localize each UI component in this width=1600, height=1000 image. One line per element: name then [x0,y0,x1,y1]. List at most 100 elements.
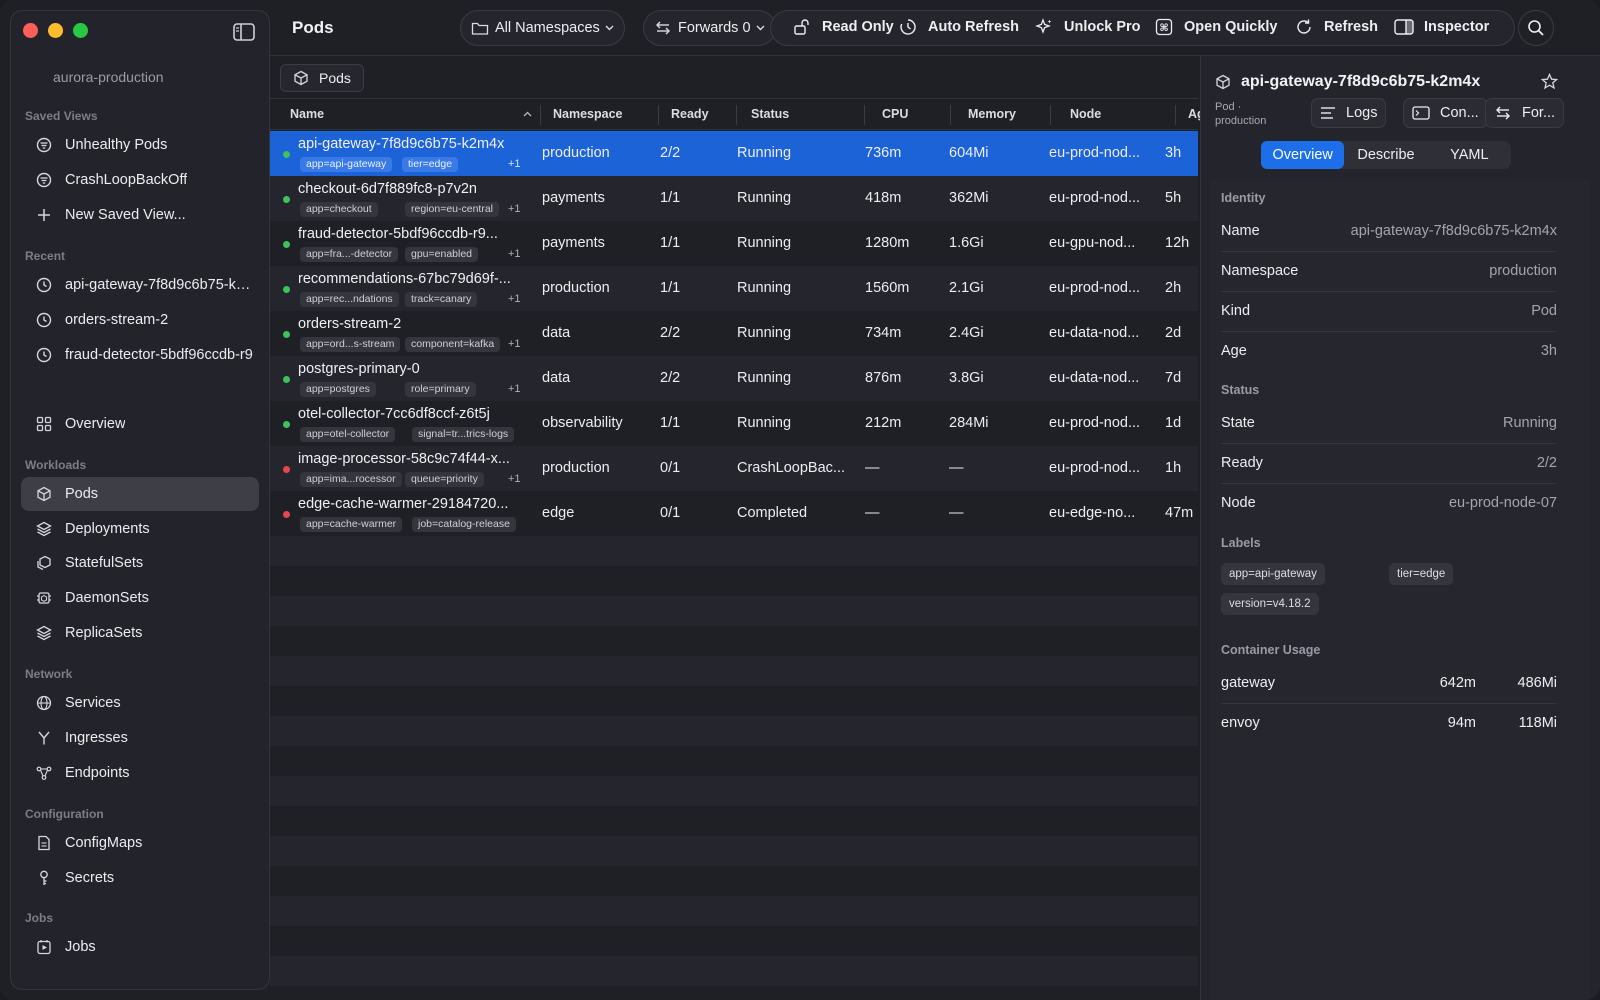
clock-icon [35,346,53,364]
star-icon[interactable] [1540,72,1559,93]
label-chip: role=primary [405,382,476,397]
tab-overview[interactable]: Overview [1261,141,1345,169]
section-workloads: Workloads [25,458,87,472]
more-labels-count: +1 [508,203,521,215]
table-row[interactable]: image-processor-58c9c74f44-x... app=ima.… [270,446,1198,491]
column-header-node[interactable]: Node [1070,107,1102,121]
search-icon [1527,19,1545,37]
table-row[interactable]: edge-cache-warmer-29184720... app=cache-… [270,491,1198,536]
sidebar-item-pods[interactable]: Pods [21,477,259,511]
label-chip: app=ima...rocessor [300,472,402,487]
column-header-memory[interactable]: Memory [968,107,1016,121]
logs-button[interactable]: Logs [1311,98,1387,128]
table-row[interactable]: checkout-6d7f889fc8-p7v2n app=checkout r… [270,176,1198,221]
chip-icon [35,589,53,607]
sidebar-item-jobs[interactable]: Jobs [21,930,259,964]
new-saved-view-button[interactable]: New Saved View... [21,198,259,232]
saved-view-unhealthy-pods[interactable]: Unhealthy Pods [21,128,259,162]
sidebar-item-ingresses[interactable]: Ingresses [21,721,259,755]
open-quickly-button[interactable]: ⌘ Open Quickly [1154,17,1277,37]
container-usage-row: gateway 642m 486Mi [1221,664,1557,704]
sidebar-toggle-icon[interactable] [233,23,257,43]
fork-icon [35,729,53,747]
port-forwards-selector[interactable]: Forwards 0 [643,10,776,46]
column-header-status[interactable]: Status [751,107,790,121]
label-chip: gpu=enabled [405,247,479,262]
sidebar-item-endpoints[interactable]: Endpoints [21,756,259,790]
namespace-selector[interactable]: All Namespaces [460,10,625,46]
label-chip: component=kafka [405,337,501,352]
inspector-tabs: Overview Describe YAML [1261,141,1511,169]
table-row[interactable]: postgres-primary-0 app=postgres role=pri… [270,356,1198,401]
more-labels-count: +1 [508,158,521,170]
identity-row: Name api-gateway-7f8d9c6b75-k2m4x [1221,212,1557,252]
globe-icon [35,694,53,712]
recent-item[interactable]: api-gateway-7f8d9c6b75-k2m4x [21,268,259,302]
health-dot [283,196,290,203]
sidebar-item-services[interactable]: Services [21,686,259,720]
zoom-window-button[interactable] [73,23,88,38]
sidebar-item-replicasets[interactable]: ReplicaSets [21,616,259,650]
sparkle-icon [1034,17,1054,37]
column-header-cpu[interactable]: CPU [882,107,909,121]
table-row[interactable]: otel-collector-7cc6df8ccf-z6t5j app=otel… [270,401,1198,446]
refresh-button[interactable]: Refresh [1294,17,1378,37]
section-jobs: Jobs [25,911,54,925]
column-header-name[interactable]: Name [290,107,325,121]
column-header-ready[interactable]: Ready [671,107,709,121]
sidebar-item-configmaps[interactable]: ConfigMaps [21,826,259,860]
health-dot [283,151,290,158]
cluster-context[interactable]: aurora-production [53,69,164,85]
sidebar-item-daemonsets[interactable]: DaemonSets [21,581,259,615]
sidebar-item-secrets[interactable]: Secrets [21,861,259,895]
label-chip: region=eu-central [405,202,500,217]
section-saved-views: Saved Views [25,109,98,123]
inspector-panel: api-gateway-7f8d9c6b75-k2m4x Pod · produ… [1200,56,1600,1000]
label-chip: version=v4.18.2 [1221,593,1319,615]
section-identity: Identity [1221,191,1266,205]
saved-view-crashloopbackoff[interactable]: CrashLoopBackOff [21,163,259,197]
sidebar-item-deployments[interactable]: Deployments [21,512,259,546]
tab-yaml[interactable]: YAML [1450,147,1489,163]
console-button[interactable]: Con... [1403,98,1488,128]
filter-icon [35,171,53,189]
table-row[interactable]: fraud-detector-5bdf96ccdb-r9... app=fra.… [270,221,1198,266]
port-forward-button[interactable]: For... [1485,98,1565,128]
tab-pods[interactable]: Pods [280,64,364,92]
sidebar: aurora-production Saved Views Unhealthy … [10,10,270,990]
label-chip: app=fra...-detector [300,247,399,262]
column-header-namespace[interactable]: Namespace [553,107,623,121]
document-icon [35,834,53,852]
label-chip: app=otel-collector [300,427,396,442]
table-row[interactable]: api-gateway-7f8d9c6b75-k2m4x app=api-gat… [270,131,1198,176]
search-button[interactable] [1518,10,1554,46]
table-row[interactable]: recommendations-67bc79d69f-... app=rec..… [270,266,1198,311]
recent-item[interactable]: fraud-detector-5bdf96ccdb-r9 [21,338,259,372]
read-only-toggle[interactable]: Read Only [792,17,894,37]
sort-ascending-icon[interactable] [523,111,532,117]
inspector-toggle[interactable]: Inspector [1394,17,1489,37]
close-window-button[interactable] [23,23,38,38]
section-container-usage: Container Usage [1221,643,1321,657]
label-chip: track=canary [405,292,478,307]
sidebar-item-statefulsets[interactable]: StatefulSets [21,546,259,580]
label-chip: app=api-gateway [1221,563,1325,585]
section-configuration: Configuration [25,807,104,821]
unlock-pro-button[interactable]: Unlock Pro [1034,17,1141,37]
refresh-icon [1294,17,1314,37]
section-recent: Recent [25,249,66,263]
minimize-window-button[interactable] [48,23,63,38]
label-chip: tier=edge [1389,563,1454,585]
recent-item[interactable]: orders-stream-2 [21,303,259,337]
sidebar-item-overview[interactable]: Overview [21,407,259,441]
auto-refresh-toggle[interactable]: Auto Refresh [898,17,1019,37]
job-icon [35,938,53,956]
arrows-swap-icon [654,19,672,37]
tab-describe[interactable]: Describe [1357,147,1415,163]
terminal-icon [1412,106,1430,120]
page-title: Pods [292,18,334,37]
plus-icon [35,206,53,224]
table-row[interactable]: orders-stream-2 app=ord...s-stream compo… [270,311,1198,356]
identity-row: Age 3h [1221,343,1557,359]
more-labels-count: +1 [508,248,521,260]
